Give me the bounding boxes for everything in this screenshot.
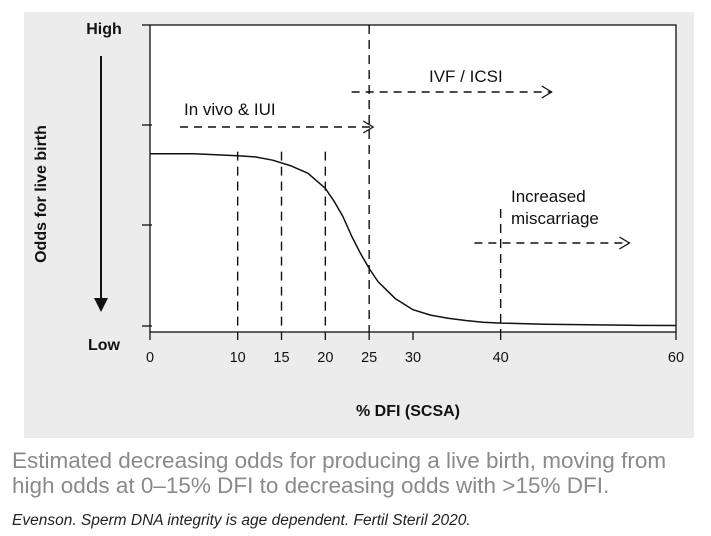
figure-citation: Evenson. Sperm DNA integrity is age depe… <box>12 512 471 529</box>
x-tick-label-60: 60 <box>668 350 684 366</box>
y-direction-arrowhead <box>94 298 108 312</box>
series-line <box>150 152 677 327</box>
annotation-miscarriage-line2: miscarriage <box>511 209 599 228</box>
x-tick-label-0: 0 <box>146 350 154 366</box>
x-tick-label-40: 40 <box>493 350 509 366</box>
plot-area <box>149 24 677 333</box>
figure-panel: 0 10 15 20 25 30 40 60 In vivo & IUI IVF / ICSI In… <box>24 12 694 438</box>
figure-caption: Estimated decreasing odds for producing … <box>12 448 667 498</box>
x-tick-label-30: 30 <box>405 350 421 366</box>
annotation-in-vivo: In vivo & IUI <box>184 100 276 119</box>
y-axis-title: Odds for live birth <box>33 125 50 263</box>
x-tick-label-20: 20 <box>317 350 333 366</box>
x-axis-title: % DFI (SCSA) <box>356 403 460 420</box>
y-low-label: Low <box>88 337 121 354</box>
y-high-label: High <box>86 21 122 38</box>
x-tick-label-25: 25 <box>361 350 377 366</box>
x-tick-label-15: 15 <box>273 350 289 366</box>
annotation-miscarriage-line1: Increased <box>511 187 586 206</box>
annotation-ivf: IVF / ICSI <box>429 67 503 86</box>
x-tick-label-10: 10 <box>230 350 246 366</box>
chart: 0 10 15 20 25 30 40 60 In vivo & IUI IVF / ICSI In… <box>33 21 684 420</box>
